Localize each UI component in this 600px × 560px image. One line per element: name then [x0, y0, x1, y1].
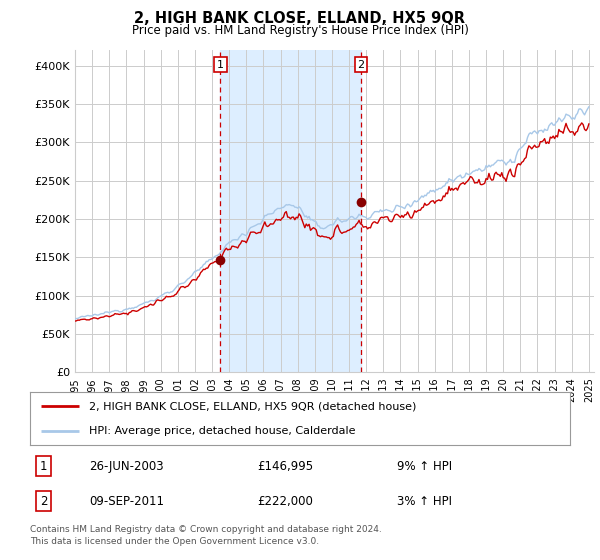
Text: 3% ↑ HPI: 3% ↑ HPI — [397, 494, 452, 508]
Text: HPI: Average price, detached house, Calderdale: HPI: Average price, detached house, Cald… — [89, 426, 356, 436]
Bar — [220, 50, 361, 372]
Text: 2, HIGH BANK CLOSE, ELLAND, HX5 9QR: 2, HIGH BANK CLOSE, ELLAND, HX5 9QR — [134, 11, 466, 26]
Text: 2: 2 — [40, 494, 47, 508]
Text: 9% ↑ HPI: 9% ↑ HPI — [397, 460, 452, 473]
Text: 26-JUN-2003: 26-JUN-2003 — [89, 460, 164, 473]
Text: 09-SEP-2011: 09-SEP-2011 — [89, 494, 164, 508]
Text: £222,000: £222,000 — [257, 494, 313, 508]
Text: 2: 2 — [358, 59, 364, 69]
Text: £146,995: £146,995 — [257, 460, 313, 473]
Text: 2, HIGH BANK CLOSE, ELLAND, HX5 9QR (detached house): 2, HIGH BANK CLOSE, ELLAND, HX5 9QR (det… — [89, 402, 417, 412]
Text: Contains HM Land Registry data © Crown copyright and database right 2024.
This d: Contains HM Land Registry data © Crown c… — [30, 525, 382, 546]
Text: Price paid vs. HM Land Registry's House Price Index (HPI): Price paid vs. HM Land Registry's House … — [131, 24, 469, 36]
Text: 1: 1 — [217, 59, 224, 69]
Text: 1: 1 — [40, 460, 47, 473]
